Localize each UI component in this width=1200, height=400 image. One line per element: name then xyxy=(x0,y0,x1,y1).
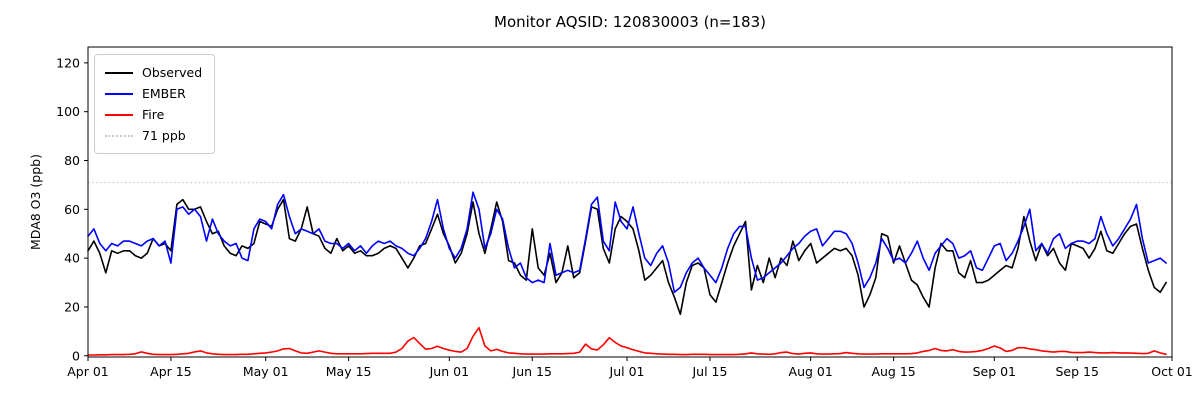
legend-line-sample xyxy=(105,134,133,137)
legend-label: EMBER xyxy=(142,86,186,101)
x-tick-label: Aug 01 xyxy=(789,364,833,379)
x-tick-label: Jun 15 xyxy=(512,364,552,379)
legend: Observed EMBER Fire 71 ppb xyxy=(94,54,216,154)
x-tick-label: Jul 01 xyxy=(609,364,645,379)
legend-item-71-ppb: 71 ppb xyxy=(105,125,202,146)
legend-line-sample xyxy=(105,71,133,74)
legend-item-ember: EMBER xyxy=(105,83,202,104)
x-tick-label: Jun 01 xyxy=(429,364,469,379)
legend-label: 71 ppb xyxy=(142,128,186,143)
y-tick-label: 40 xyxy=(64,251,80,266)
legend-line-sample xyxy=(105,113,133,116)
legend-label: Fire xyxy=(142,107,165,122)
legend-item-observed: Observed xyxy=(105,62,202,83)
chart-title: Monitor AQSID: 120830003 (n=183) xyxy=(494,13,766,31)
x-tick-label: Apr 01 xyxy=(67,364,109,379)
fire-series-line xyxy=(87,326,1167,356)
plot-frame xyxy=(87,46,1173,358)
x-tick-label: May 01 xyxy=(243,364,289,379)
x-tick-label: May 15 xyxy=(326,364,372,379)
ember-series-line xyxy=(87,191,1167,294)
y-tick-label: 0 xyxy=(72,348,80,363)
y-tick-label: 120 xyxy=(56,55,80,70)
legend-label: Observed xyxy=(142,65,203,80)
y-tick-label: 60 xyxy=(64,202,80,217)
x-tick-label: Sep 01 xyxy=(973,364,1016,379)
x-tick-label: Jul 15 xyxy=(691,364,727,379)
y-axis-label: MDA8 O3 (ppb) xyxy=(28,154,43,250)
y-tick-label: 80 xyxy=(64,153,80,168)
x-tick-label: Aug 15 xyxy=(871,364,915,379)
legend-item-fire: Fire xyxy=(105,104,202,125)
x-tick-label: Oct 01 xyxy=(1151,364,1193,379)
legend-line-sample xyxy=(105,92,133,95)
x-tick-label: Apr 15 xyxy=(150,364,192,379)
y-tick-label: 100 xyxy=(56,104,80,119)
x-tick-label: Sep 15 xyxy=(1055,364,1098,379)
y-tick-label: 20 xyxy=(64,299,80,314)
